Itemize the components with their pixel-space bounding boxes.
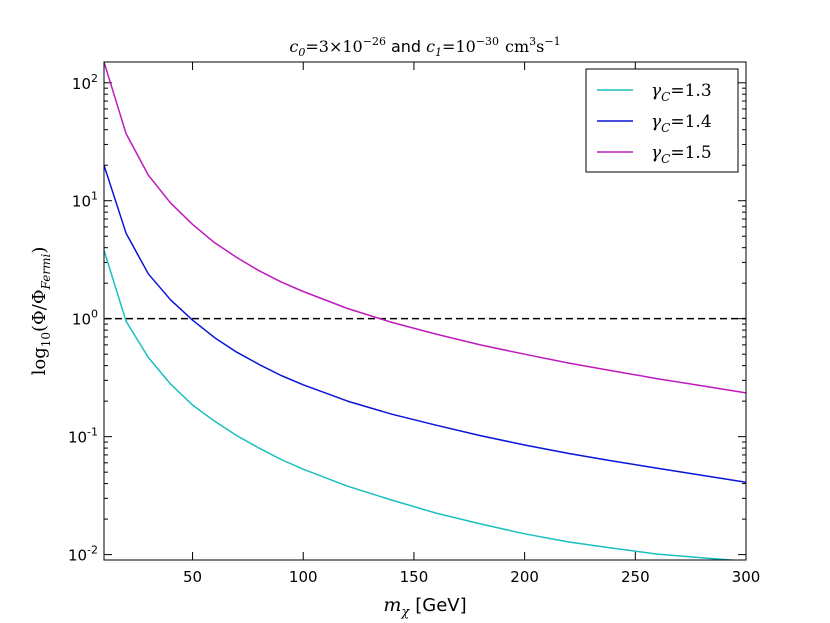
- y-tick-label: 100: [72, 308, 98, 329]
- series-line-1: [104, 250, 741, 560]
- x-tick-label: 100: [289, 568, 318, 586]
- plot-frame: [103, 61, 747, 561]
- legend-label: γC=1.5: [651, 143, 712, 166]
- x-tick-label: 50: [183, 568, 202, 586]
- series-line-3: [104, 62, 746, 394]
- x-tick-labels: 50 100 150 200 250 300: [183, 568, 760, 586]
- x-axis-label: mχ [GeV]: [383, 594, 466, 620]
- legend-label: γC=1.4: [651, 112, 712, 135]
- x-tick-label: 300: [732, 568, 761, 586]
- x-tick-label: 200: [510, 568, 539, 586]
- x-tick-label: 150: [400, 568, 429, 586]
- y-tick-label: 101: [72, 190, 98, 211]
- chart-title: c0=3×10−26 and c1=10−30 cm3s−1: [289, 35, 560, 59]
- y-tick-label: 10-1: [68, 426, 98, 447]
- y-tick-label: 10-2: [68, 544, 98, 565]
- y-axis-label: log10(Φ/ΦFermi): [29, 247, 53, 376]
- legend: γC=1.3 γC=1.4 γC=1.5: [585, 68, 739, 173]
- series-group: [104, 62, 746, 560]
- series-line-2: [104, 164, 746, 484]
- x-tick-label: 250: [621, 568, 650, 586]
- y-tick-label: 102: [72, 72, 98, 93]
- y-tick-labels: 10-2 10-1 100 101 102: [68, 72, 98, 565]
- legend-label: γC=1.3: [651, 81, 712, 104]
